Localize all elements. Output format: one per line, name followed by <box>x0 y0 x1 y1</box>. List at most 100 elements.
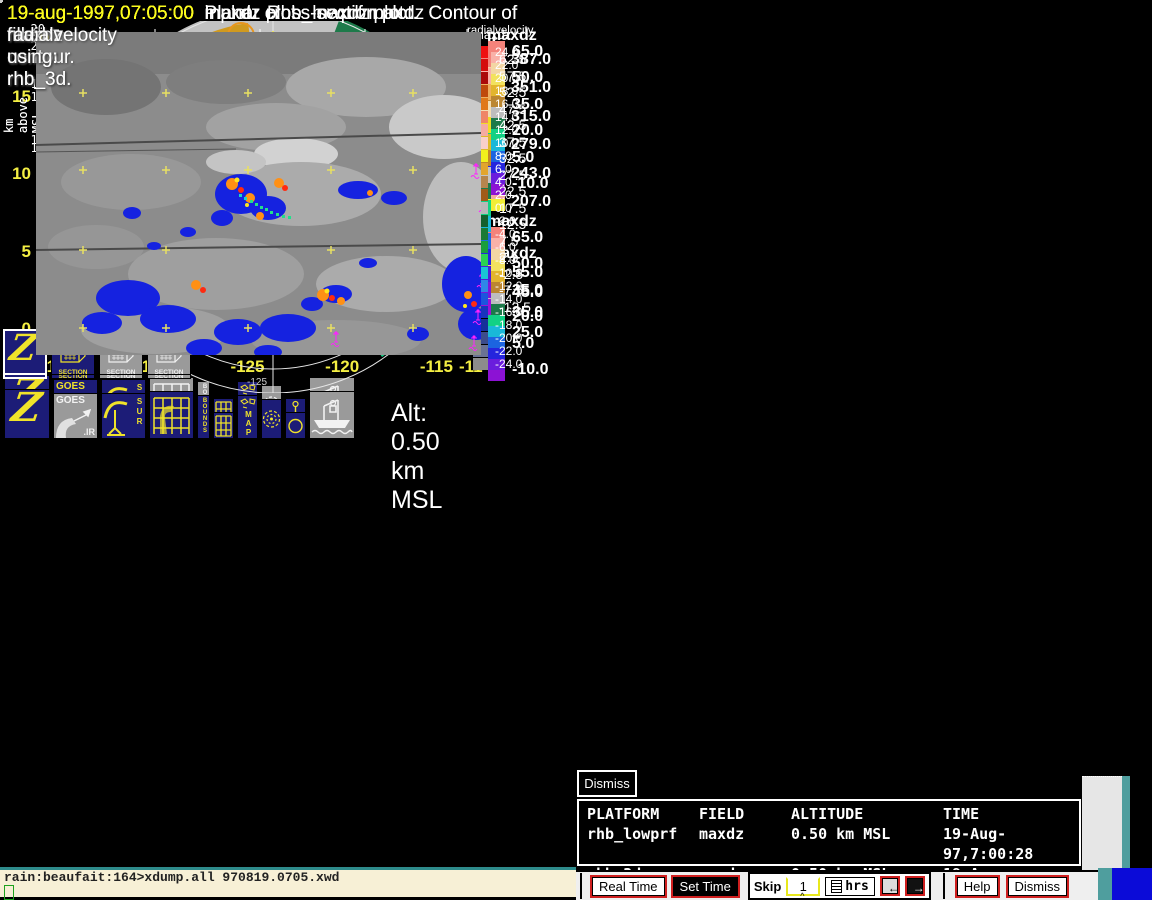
skip-input[interactable]: 1 ^ <box>786 876 821 900</box>
colorbar-swatch <box>473 357 488 370</box>
colorbar-value: 279.0 <box>511 136 552 154</box>
colorbar-value: 37.5 <box>499 133 527 150</box>
circle-button[interactable] <box>285 412 306 439</box>
colorbar-value: -4.0 <box>495 226 516 241</box>
bounds-button[interactable]: BOUNDS <box>197 395 210 439</box>
lat-tick: 10 <box>12 164 31 184</box>
colorbar-segment <box>488 326 505 337</box>
colorbar-value: 243.0 <box>511 164 552 182</box>
maxdz-colorbar-values: 65.0 50.0 35.0 20.0 5.0 -10.0 <box>512 229 548 379</box>
header-field: FIELD <box>699 805 745 823</box>
step-forward-button[interactable]: → <box>904 876 925 896</box>
colorbar-segment <box>488 74 505 85</box>
lat-tick: 5 <box>21 241 31 261</box>
goes-label: GOES <box>56 395 85 406</box>
colorbar-value: 35.0 <box>512 304 544 321</box>
colorbar-value: 0.0 <box>495 200 512 215</box>
colorbar-value: 35.0 <box>512 281 544 299</box>
ship-button[interactable] <box>309 391 355 439</box>
map-button[interactable]: MAP <box>237 395 258 439</box>
map-islands-icon <box>240 398 256 409</box>
colorbar-segment <box>488 96 505 107</box>
real-time-button[interactable]: Real Time <box>590 874 667 898</box>
colorbar-value: 20.0 <box>495 70 519 85</box>
colorbar-segment <box>488 260 505 271</box>
colorbar-value: 27.5 <box>499 166 527 183</box>
colorbar-segment <box>488 173 505 184</box>
maxdz-colorbar-label: maxdz <box>487 213 537 230</box>
ir-plot-subtitle: filled contour. <box>7 25 75 68</box>
colorbar-value: -10.0 <box>512 360 549 378</box>
colorbar-value: -22.0 <box>495 343 523 358</box>
xsection-radialvelocity-window: 19-aug-1997,07:05:00 Planar cross-sectio… <box>0 0 533 376</box>
radar-scope-icon <box>262 410 281 428</box>
colorbar-value: 2.5 <box>499 249 519 266</box>
colorbar-value: 50.0 <box>512 255 544 273</box>
section-label: SECTION <box>58 369 88 376</box>
divider <box>580 873 582 899</box>
colorbar-value: -18.0 <box>495 317 523 332</box>
section-label: SECTION <box>106 369 136 376</box>
colorbar-value: 2.0 <box>495 187 512 202</box>
terminal-line: rain:beaufait:164>xdump.all 970819.0705.… <box>4 870 340 885</box>
surveillance-radar-button[interactable]: SUR <box>101 393 146 439</box>
goes-label: GOES <box>56 381 85 392</box>
colorbar-segment <box>488 129 505 140</box>
colorbar-value: 387.0 <box>511 51 552 68</box>
ir-colorbar-values: 387.0 351.0 315.0 279.0 243.0 207.0 <box>511 51 551 211</box>
step-back-button[interactable]: ← <box>879 876 900 896</box>
colorbar-segment <box>488 107 505 118</box>
satellite-image[interactable] <box>36 32 481 355</box>
hours-unit-button[interactable]: hrs <box>825 876 875 896</box>
colorbar-value: 8.0 <box>495 148 512 163</box>
skip-label: Skip <box>753 878 782 894</box>
mini-grid-button[interactable] <box>213 412 234 439</box>
station-marker-icons <box>330 163 481 351</box>
colorbar-value: 22.0 <box>495 57 519 72</box>
colorbar-value: 52.5 <box>499 84 527 101</box>
colorbar-value: -7.5 <box>499 282 524 299</box>
terminal-window[interactable]: rain:beaufait:164>xdump.all 970819.0705.… <box>0 867 576 900</box>
colorbar-segment <box>488 63 505 74</box>
colorbar-segment <box>488 184 505 195</box>
sur-label: SUR <box>135 397 144 427</box>
dismiss-button[interactable]: Dismiss <box>1005 874 1070 898</box>
lon-tick: -125 <box>230 357 265 376</box>
ir-plot-title: 19-aug-1997,07:05:00 ir plot. Rhb_lowprf… <box>7 3 425 24</box>
colorbar-segment <box>488 293 505 304</box>
colorbar-value: 5.0 <box>512 148 535 166</box>
colorbar-segment <box>488 337 505 348</box>
xsection-title: 19-aug-1997,07:05:00 Planar cross-sectio… <box>7 3 518 24</box>
zebra-logo-icon[interactable]: Z <box>4 389 50 439</box>
colorbar-value: 42.5 <box>499 117 527 134</box>
section-label: SECTION <box>154 369 184 376</box>
colorbar-value: 5.0 <box>512 334 535 352</box>
lon-tick: -115 <box>419 357 453 376</box>
colorbar-value: 35.0 <box>512 95 544 113</box>
colorbar-value: 62.5 <box>499 51 527 68</box>
lon-tick: -120 <box>325 357 360 376</box>
lat-tick: 15 <box>12 87 31 106</box>
goes-ir-button[interactable]: GOES .IR <box>53 393 98 439</box>
section-label: SECTION <box>59 373 88 380</box>
colorbar-segment <box>488 315 505 326</box>
colorbar-value: -20.0 <box>495 330 523 345</box>
radialvelocity-colorbar-label: radialvelocity <box>467 25 534 37</box>
header-time: TIME <box>943 805 980 823</box>
colorbar-value: -8.0 <box>495 252 516 267</box>
colorbar-value: 14.0 <box>495 109 519 124</box>
dismiss-button[interactable]: Dismiss <box>577 770 637 797</box>
colorbar-value: 55.0 <box>512 264 544 281</box>
help-button[interactable]: Help <box>954 874 1000 898</box>
colorbar-value: 315.0 <box>511 107 552 125</box>
ir-label: .IR <box>83 427 95 437</box>
set-time-button[interactable]: Set Time <box>670 874 740 898</box>
colorbar-segment <box>488 194 505 199</box>
colorbar-value: 4.0 <box>495 174 512 189</box>
grid-radar-button[interactable] <box>149 391 194 439</box>
maxdz-colorbar-values: 65.0 50.0 35.0 20.0 5.0 -10.0 <box>512 43 548 193</box>
radar-scope-button[interactable] <box>261 399 282 439</box>
time-control-bar: Real Time Set Time Skip 1 ^ hrs ← → Help … <box>576 870 1098 900</box>
colorbar-segment <box>488 238 505 249</box>
colorbar-segment <box>488 282 505 293</box>
